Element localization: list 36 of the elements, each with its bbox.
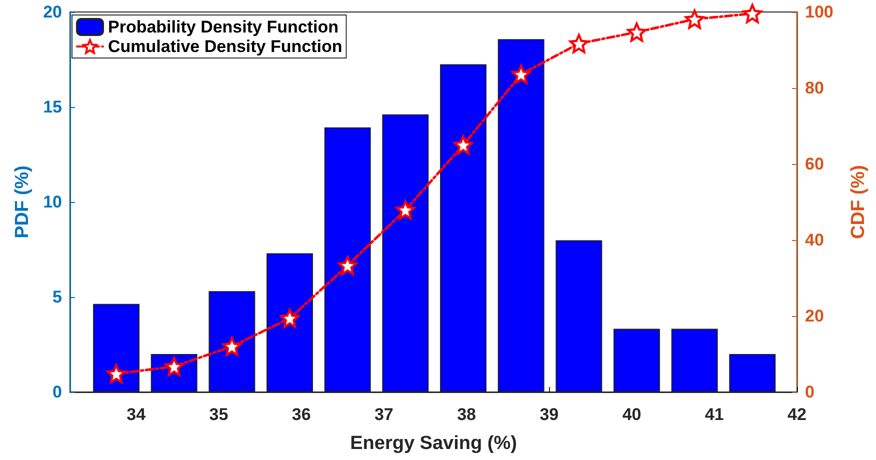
legend-label: Probability Density Function (108, 18, 338, 36)
point (222, 336, 242, 356)
x-tick-label: 37 (374, 405, 394, 424)
point (627, 22, 646, 42)
y-tick-label: 15 (43, 98, 62, 116)
point (511, 64, 531, 84)
point (742, 4, 762, 24)
point (396, 200, 416, 220)
x-tick-label: 36 (292, 405, 311, 424)
y2-tick-label: 100 (805, 2, 834, 22)
y2-tick-label: 20 (805, 306, 824, 326)
y-tick-label: 10 (43, 192, 62, 212)
point (338, 256, 358, 276)
x-tick-label: 41 (704, 405, 724, 424)
y-tick-label: 5 (52, 288, 62, 306)
point (454, 135, 473, 155)
x-tick-label: 35 (209, 405, 228, 424)
y-tick-label: 20 (43, 2, 62, 22)
point (684, 10, 704, 29)
y2-tick-label: 0 (805, 382, 814, 402)
point (106, 364, 126, 384)
y2-tick-label: 60 (805, 154, 824, 174)
legend-label: Cumulative Density Function (108, 37, 342, 56)
point (569, 34, 588, 54)
y2-tick-label: 80 (805, 78, 824, 98)
y-tick-label: 0 (52, 382, 62, 402)
x-tick-label: 34 (126, 405, 146, 424)
point (280, 308, 300, 328)
x-tick-label: 38 (457, 405, 476, 424)
y2-tick-label: 40 (805, 230, 824, 250)
x-tick-label: 42 (788, 405, 806, 424)
y2-axis-title: CDF (%) (848, 165, 869, 239)
x-tick-label: 40 (622, 405, 642, 424)
y-axis-title: PDF (%) (12, 166, 33, 238)
x-axis-title: Energy Saving (%) (350, 433, 517, 454)
x-tick-label: 39 (540, 405, 559, 424)
